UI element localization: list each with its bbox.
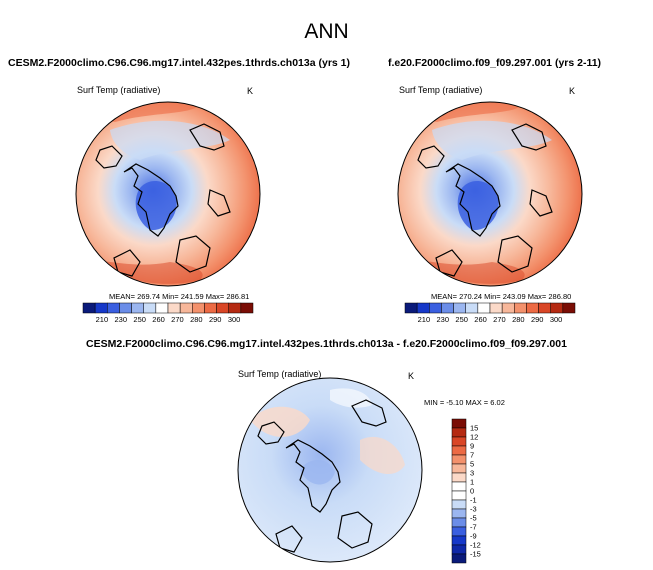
panel1-colorbar-swatch [82, 302, 96, 314]
panel3-colorbar-swatch [451, 499, 467, 510]
panel2-colorbar-swatch [441, 302, 454, 314]
panel1-colorbar-swatch [119, 302, 132, 314]
panel3-colorbar-swatch [451, 517, 467, 528]
panel1-colorbar-swatch [240, 302, 254, 314]
panel1-colorbar: 210 230 250 260 270 280 290 300 [82, 302, 254, 324]
panel1-colorbar-tick-label: 230 [115, 315, 128, 324]
panel3-colorbar-swatch [451, 454, 467, 465]
panel2-colorbar-tick-label: 260 [474, 315, 487, 324]
panel3-units-label: K [408, 371, 415, 381]
panel2-colorbar-tick-label: 280 [512, 315, 525, 324]
panel2-colorbar-tick-label: 230 [437, 315, 450, 324]
panel3-colorbar-tick-label: -3 [470, 505, 477, 514]
panel1-colorbar-swatch [204, 302, 217, 314]
panel2-colorbar-swatch [477, 302, 491, 314]
panel3-colorbar-tick-label: 3 [470, 469, 474, 478]
panel3-stats: MIN = -5.10 MAX = 6.02 [424, 398, 505, 407]
figure-title: ANN [304, 20, 349, 43]
panel3-colorbar-swatch [451, 481, 467, 492]
panel3-colorbar-swatch [451, 445, 467, 456]
panel3-colorbar-swatch [451, 418, 467, 429]
panel2-stats: MEAN= 270.24 Min= 243.09 Max= 286.80 [431, 292, 572, 301]
panel2-colorbar-swatch [453, 302, 466, 314]
panel3-colorbar-swatch [451, 526, 467, 537]
panel2-colorbar-tick-label: 300 [550, 315, 563, 324]
panel3-colorbar-swatch [451, 508, 467, 519]
panel2-colorbar-swatch [538, 302, 551, 314]
panel3-colorbar-tick-label: 1 [470, 478, 474, 487]
panel3-colorbar-swatch [451, 436, 467, 447]
panel2-units-label: K [569, 86, 576, 96]
panel3-colorbar-tick-label: 15 [470, 424, 478, 433]
panel2-variable-label: Surf Temp (radiative) [399, 85, 483, 95]
panel3-colorbar-tick-label: 9 [470, 442, 474, 451]
panel1-colorbar-swatch [216, 302, 229, 314]
panel1-colorbar-swatch [179, 302, 193, 314]
panel1-colorbar-tick-label: 290 [209, 315, 222, 324]
panel2-polar-map [397, 101, 583, 287]
panel3-colorbar-tick-label: -5 [470, 514, 477, 523]
panel3-colorbar-tick-label: 12 [470, 433, 478, 442]
panel1-variable-label: Surf Temp (radiative) [77, 85, 161, 95]
panel2-colorbar-swatch [550, 302, 564, 314]
panel1-colorbar-tick-label: 300 [228, 315, 241, 324]
panel1-polar-map [75, 101, 261, 287]
panel2-colorbar-tick-label: 290 [531, 315, 544, 324]
panel1-units-label: K [247, 86, 254, 96]
panel2-colorbar-swatch [489, 302, 503, 314]
panel3-colorbar-tick-label: -12 [470, 541, 481, 550]
panel2-colorbar: 210 230 250 260 270 280 290 300 [404, 302, 576, 324]
panel1-colorbar-tick-label: 250 [133, 315, 146, 324]
panel1-colorbar-swatch [107, 302, 120, 314]
panel1-colorbar-swatch [131, 302, 144, 314]
panel2-colorbar-swatch [514, 302, 527, 314]
panel2-colorbar-swatch [429, 302, 442, 314]
panel3-colorbar-tick-label: 0 [470, 487, 474, 496]
panel3-colorbar-tick-label: 7 [470, 451, 474, 460]
panel3-colorbar-swatch [451, 553, 467, 564]
panel2-colorbar-swatch [562, 302, 576, 314]
panel1-colorbar-swatch [192, 302, 205, 314]
panel2-colorbar-swatch [416, 302, 430, 314]
panel3-colorbar-swatch [451, 535, 467, 546]
panel1-colorbar-tick-label: 210 [96, 315, 109, 324]
panel3-colorbar-tick-label: 5 [470, 460, 474, 469]
panel1-colorbar-swatch [228, 302, 242, 314]
panel1-colorbar-swatch [94, 302, 108, 314]
panel2-colorbar-swatch [465, 302, 479, 314]
panel2-colorbar-swatch [526, 302, 539, 314]
panel2-colorbar-tick-label: 250 [455, 315, 468, 324]
panel3-colorbar-swatch [451, 427, 467, 438]
panel3-colorbar-swatch [451, 490, 467, 501]
panel1-colorbar-tick-label: 260 [152, 315, 165, 324]
panel1-colorbar-swatch [155, 302, 169, 314]
panel2-case-title: f.e20.F2000climo.f09_f09.297.001 (yrs 2-… [388, 57, 602, 69]
panel2-colorbar-swatch [501, 302, 515, 314]
panel3-polar-map [237, 377, 423, 563]
panel3-colorbar-tick-label: -1 [470, 496, 477, 505]
panel2-colorbar-swatch [404, 302, 418, 314]
panel3-variable-label: Surf Temp (radiative) [238, 369, 322, 379]
panel3-case-title: CESM2.F2000climo.C96.C96.mg17.intel.432p… [86, 338, 567, 350]
panel1-colorbar-swatch [143, 302, 157, 314]
panel1-colorbar-tick-label: 280 [190, 315, 203, 324]
panel2-colorbar-tick-label: 210 [418, 315, 431, 324]
panel3-colorbar-swatch [451, 544, 467, 555]
panel3-colorbar-tick-label: -15 [470, 550, 481, 559]
panel1-case-title: CESM2.F2000climo.C96.C96.mg17.intel.432p… [8, 57, 350, 69]
panel2-colorbar-tick-label: 270 [493, 315, 506, 324]
panel1-colorbar-tick-label: 270 [171, 315, 184, 324]
panel1-stats: MEAN= 269.74 Min= 241.59 Max= 286.81 [109, 292, 250, 301]
panel3-colorbar-swatch [451, 463, 467, 474]
panel1-colorbar-swatch [167, 302, 181, 314]
panel3-colorbar-tick-label: -7 [470, 523, 477, 532]
panel3-colorbar-tick-label: -9 [470, 532, 477, 541]
panel3-colorbar-swatch [451, 472, 467, 483]
